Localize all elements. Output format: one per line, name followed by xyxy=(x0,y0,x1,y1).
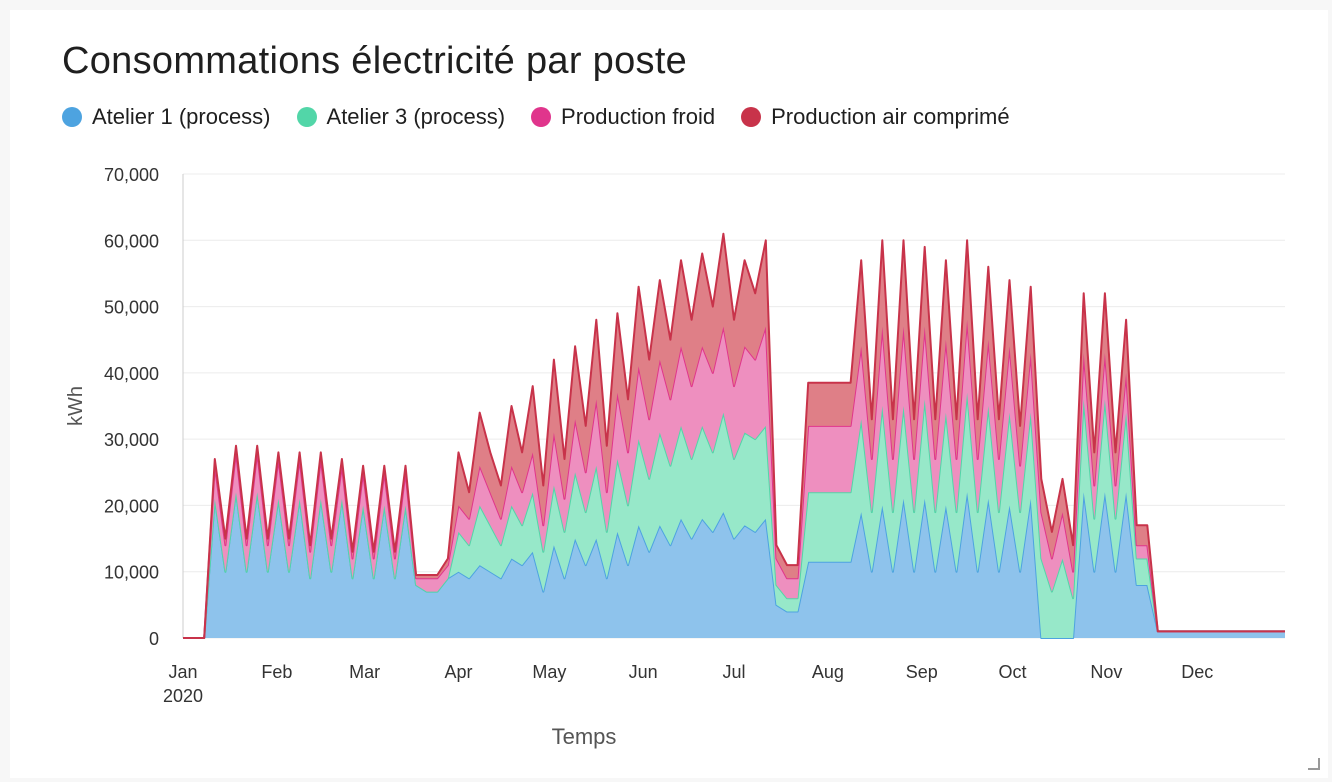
legend-dot-icon xyxy=(296,107,317,127)
x-axis-title: Temps xyxy=(552,724,617,749)
x-tick-year-label: 2020 xyxy=(163,686,203,706)
x-tick-label: Dec xyxy=(1181,662,1213,682)
line-series-4 xyxy=(183,232,1285,639)
legend-label: Production air comprimé xyxy=(771,104,1010,129)
legend-item-3[interactable]: Production froid xyxy=(531,104,715,130)
legend-dot-icon xyxy=(62,107,82,127)
x-tick-label: Oct xyxy=(998,662,1026,682)
y-tick-label: 30,000 xyxy=(104,430,159,450)
area-series-1 xyxy=(183,492,1285,638)
legend-label: Atelier 3 (process) xyxy=(326,104,506,129)
y-axis-title: kWh xyxy=(65,386,87,426)
x-tick-label: Feb xyxy=(261,662,292,682)
resize-handle-icon[interactable] xyxy=(1308,758,1320,770)
y-tick-label: 70,000 xyxy=(104,165,159,185)
legend-label: Atelier 1 (process) xyxy=(92,104,271,129)
x-tick-label: Jul xyxy=(722,662,745,682)
y-tick-label: 10,000 xyxy=(104,563,159,583)
x-tick-label: Sep xyxy=(906,662,938,682)
area-series-3 xyxy=(183,319,1285,638)
legend: Atelier 1 (process) Atelier 3 (process) Pr… xyxy=(62,104,1010,130)
legend-dot-icon xyxy=(741,107,762,127)
x-tick-label: Mar xyxy=(349,662,380,682)
x-tick-label: Jan xyxy=(168,662,197,682)
area-series-2 xyxy=(183,392,1285,638)
y-tick-label: 40,000 xyxy=(104,364,159,384)
x-tick-label: Apr xyxy=(444,662,472,682)
x-tick-label: Jun xyxy=(629,662,658,682)
x-tick-label: Nov xyxy=(1090,662,1122,682)
y-tick-label: 0 xyxy=(149,629,159,649)
legend-dot-icon xyxy=(531,107,552,127)
legend-item-2[interactable]: Atelier 3 (process) xyxy=(296,104,506,130)
y-tick-label: 50,000 xyxy=(104,298,159,318)
area-series-4 xyxy=(183,233,1285,638)
chart-title: Consommations électricité par poste xyxy=(62,40,688,82)
legend-item-1[interactable]: Atelier 1 (process) xyxy=(62,104,271,130)
y-tick-label: 20,000 xyxy=(104,496,159,516)
y-tick-label: 60,000 xyxy=(104,231,159,251)
x-tick-label: May xyxy=(532,662,566,682)
x-tick-label: Aug xyxy=(812,662,844,682)
legend-label: Production froid xyxy=(561,104,716,129)
legend-item-4[interactable]: Production air comprimé xyxy=(741,104,1010,130)
